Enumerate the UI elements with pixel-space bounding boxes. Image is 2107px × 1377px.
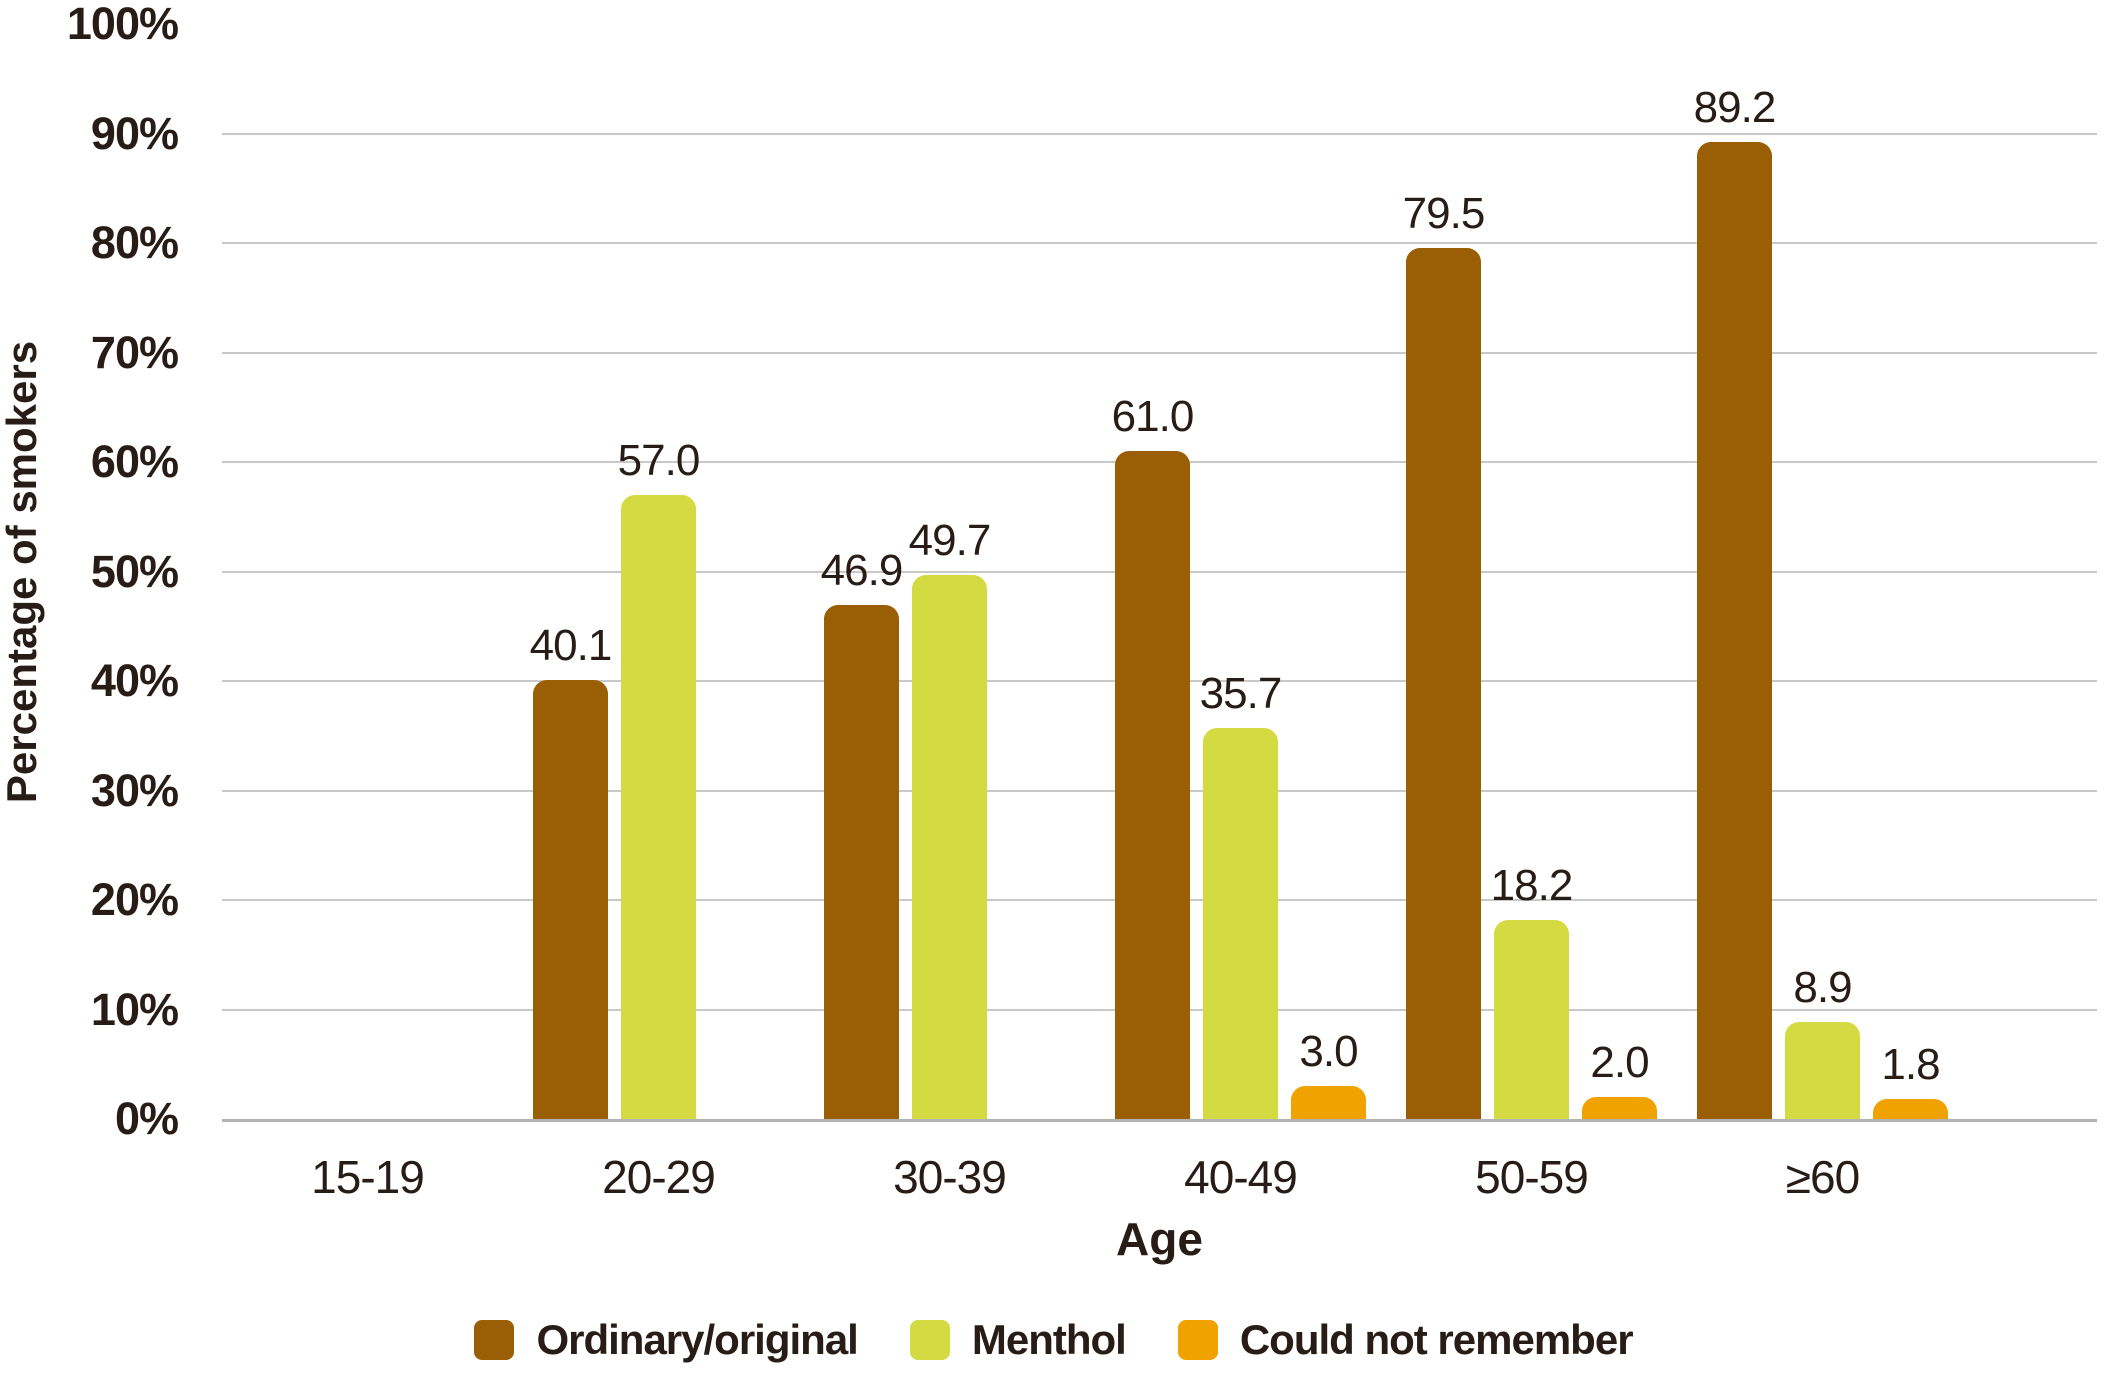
legend: Ordinary/original Menthol Could not rememb…	[0, 1316, 2107, 1364]
legend-label-could-not-remember: Could not remember	[1239, 1316, 1634, 1363]
value-label-menthol-50-59: 18.2	[1490, 860, 1574, 910]
y-tick-label-40: 40%	[90, 655, 179, 706]
y-axis-tick-labels: 0% 10% 20% 30% 40% 50% 60% 70% 80% 90% 100%	[0, 0, 179, 1377]
bar-ordinary-original-40-49	[1115, 451, 1190, 1119]
bar-menthol-30-39	[912, 574, 987, 1119]
value-label-ordinary-original-60: 89.2	[1693, 83, 1777, 133]
y-tick-label-70: 70%	[90, 326, 179, 378]
legend-label-menthol: Menthol	[971, 1316, 1127, 1363]
x-tick-label-40-49: 40-49	[1184, 1151, 1298, 1203]
bar-menthol-20-29	[621, 494, 696, 1119]
legend-item-menthol: Menthol	[909, 1316, 1127, 1364]
x-tick-label-20-29: 20-29	[602, 1151, 716, 1203]
y-tick-label-60: 60%	[90, 436, 179, 487]
bar-could-not-remember-40-49	[1291, 1086, 1366, 1119]
value-label-could-not-remember-40-49: 3.0	[1299, 1027, 1358, 1077]
value-label-ordinary-original-30-39: 46.9	[820, 546, 904, 596]
legend-swatch-ordinary-original	[474, 1320, 515, 1360]
y-tick-label-100: 100%	[66, 0, 179, 49]
y-tick-label-20: 20%	[90, 874, 179, 925]
x-axis-tick-labels: 15-19 20-29 30-39 40-49 50-59 ≥60	[222, 1150, 1968, 1204]
value-label-ordinary-original-50-59: 79.5	[1402, 189, 1486, 239]
value-label-menthol-40-49: 35.7	[1199, 669, 1283, 719]
y-tick-label-0: 0%	[114, 1093, 179, 1144]
y-tick-label-10: 10%	[90, 983, 179, 1035]
legend-item-could-not-remember: Could not remember	[1177, 1316, 1634, 1364]
bar-group-60: 89.2 8.9 1.8	[1677, 24, 1968, 1119]
bar-group-50-59: 79.5 18.2 2.0	[1386, 24, 1677, 1119]
value-label-could-not-remember-50-59: 2.0	[1590, 1038, 1649, 1088]
bar-groups: 40.1 57.0 46.9 49.7 61.0 35.7 3.0 79.5 18.2 2.0 89…	[222, 24, 1968, 1119]
x-tick-label-30-39: 30-39	[893, 1151, 1007, 1203]
value-label-ordinary-original-20-29: 40.1	[529, 620, 613, 670]
bar-group-40-49: 61.0 35.7 3.0	[1095, 24, 1386, 1119]
x-tick-label-60: ≥60	[1785, 1151, 1860, 1203]
bar-group-15-19	[222, 24, 513, 1119]
x-axis-title: Age	[1116, 1213, 1203, 1265]
bar-group-20-29: 40.1 57.0	[513, 24, 804, 1119]
bar-ordinary-original-20-29	[533, 679, 608, 1119]
y-tick-label-50: 50%	[90, 545, 179, 597]
bar-could-not-remember-50-59	[1582, 1097, 1657, 1119]
x-tick-label-50-59: 50-59	[1475, 1151, 1589, 1203]
legend-item-ordinary-original: Ordinary/original	[474, 1316, 859, 1364]
x-axis-line	[222, 1119, 2097, 1122]
x-tick-label-15-19: 15-19	[311, 1151, 425, 1203]
bar-ordinary-original-60	[1697, 142, 1772, 1119]
gridline-70	[222, 351, 2097, 354]
legend-swatch-could-not-remember	[1177, 1320, 1218, 1360]
bar-menthol-50-59	[1494, 919, 1569, 1119]
bar-could-not-remember-60	[1873, 1099, 1948, 1119]
bar-ordinary-original-50-59	[1406, 248, 1481, 1119]
value-label-menthol-20-29: 57.0	[617, 435, 701, 485]
bar-menthol-60	[1785, 1021, 1860, 1119]
bar-menthol-40-49	[1203, 728, 1278, 1119]
value-label-ordinary-original-40-49: 61.0	[1111, 392, 1195, 442]
y-tick-label-90: 90%	[90, 107, 179, 159]
gridline-90	[222, 132, 2097, 135]
gridline-80	[222, 242, 2097, 244]
plot-area: 40.1 57.0 46.9 49.7 61.0 35.7 3.0 79.5 18.2 2.0 89…	[222, 24, 2097, 1122]
legend-swatch-menthol	[909, 1320, 950, 1360]
y-tick-label-30: 30%	[90, 764, 179, 816]
bar-group-30-39: 46.9 49.7	[804, 24, 1095, 1119]
value-label-menthol-30-39: 49.7	[908, 515, 992, 565]
value-label-could-not-remember-60: 1.8	[1881, 1040, 1940, 1090]
bar-ordinary-original-30-39	[824, 605, 899, 1119]
y-tick-label-80: 80%	[90, 217, 179, 268]
legend-label-ordinary-original: Ordinary/original	[536, 1316, 858, 1363]
value-label-menthol-60: 8.9	[1793, 962, 1852, 1012]
